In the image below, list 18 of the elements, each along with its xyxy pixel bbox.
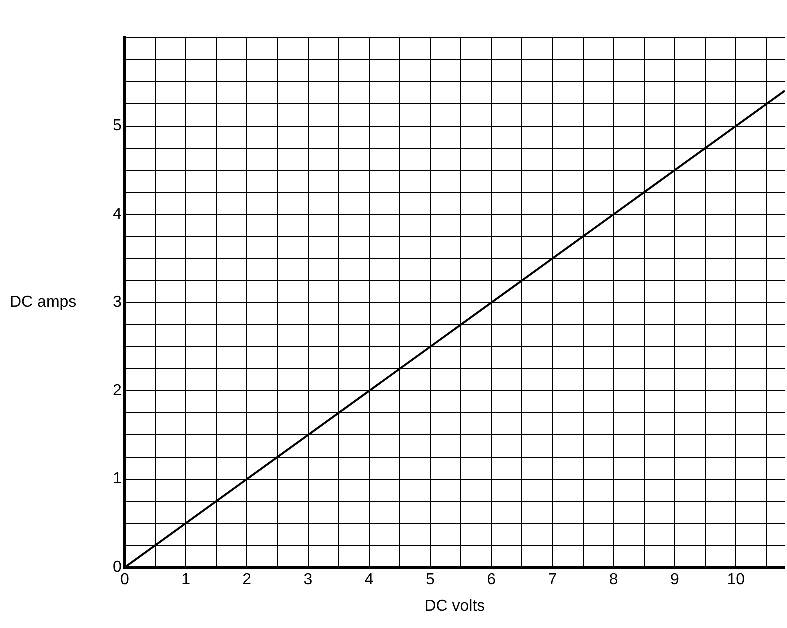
- y-tick-label: 1: [112, 470, 122, 488]
- x-tick-label: 10: [727, 572, 746, 589]
- y-tick-label: 4: [112, 206, 122, 223]
- x-tick-label: 4: [364, 572, 374, 589]
- y-tick-label: 5: [112, 118, 122, 135]
- x-tick-label: 6: [487, 572, 496, 589]
- x-tick-label: 1: [182, 572, 191, 589]
- y-axis-title: DC amps: [10, 294, 77, 312]
- y-tick-label: 3: [112, 294, 122, 312]
- x-axis-title: DC volts: [424, 598, 486, 615]
- y-tick-label: 2: [112, 382, 122, 400]
- x-tick-label: 5: [426, 572, 436, 589]
- x-tick-label: 8: [609, 572, 618, 589]
- x-tick-label: 3: [304, 572, 313, 589]
- x-tick-label: 2: [242, 572, 252, 589]
- y-tick-label: 0: [112, 559, 122, 576]
- x-tick-label: 7: [548, 572, 558, 589]
- x-tick-label: 9: [670, 572, 680, 589]
